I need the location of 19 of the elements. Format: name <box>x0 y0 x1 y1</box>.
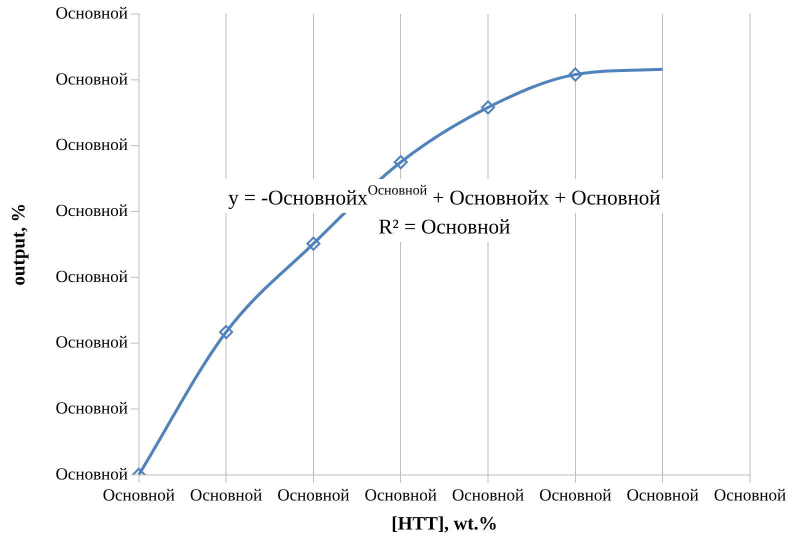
text: Основной <box>56 135 128 154</box>
text: Основной <box>56 3 128 22</box>
annotation: R² = Основной <box>378 214 510 239</box>
x-tick-label: Основной <box>364 485 437 504</box>
text: Основной <box>56 200 128 220</box>
x-tick-label: Основной <box>714 485 786 504</box>
x-axis-title: [HTT], wt.% <box>391 514 498 535</box>
x-tick-label: Основной <box>539 485 612 504</box>
text: Основной <box>56 398 128 418</box>
x-tick-label: Основной <box>277 485 350 504</box>
x-tick-label: Основной <box>190 485 262 504</box>
text: Основной <box>56 332 128 352</box>
text: Основной <box>56 266 128 286</box>
x-tick-label: Основной <box>102 485 175 504</box>
text: Основной <box>56 69 128 88</box>
y-axis-title: output, % <box>8 203 30 286</box>
x-tick-label: Основной <box>452 485 524 504</box>
x-tick-label: Основной <box>626 485 699 504</box>
text: Основной <box>56 464 128 484</box>
